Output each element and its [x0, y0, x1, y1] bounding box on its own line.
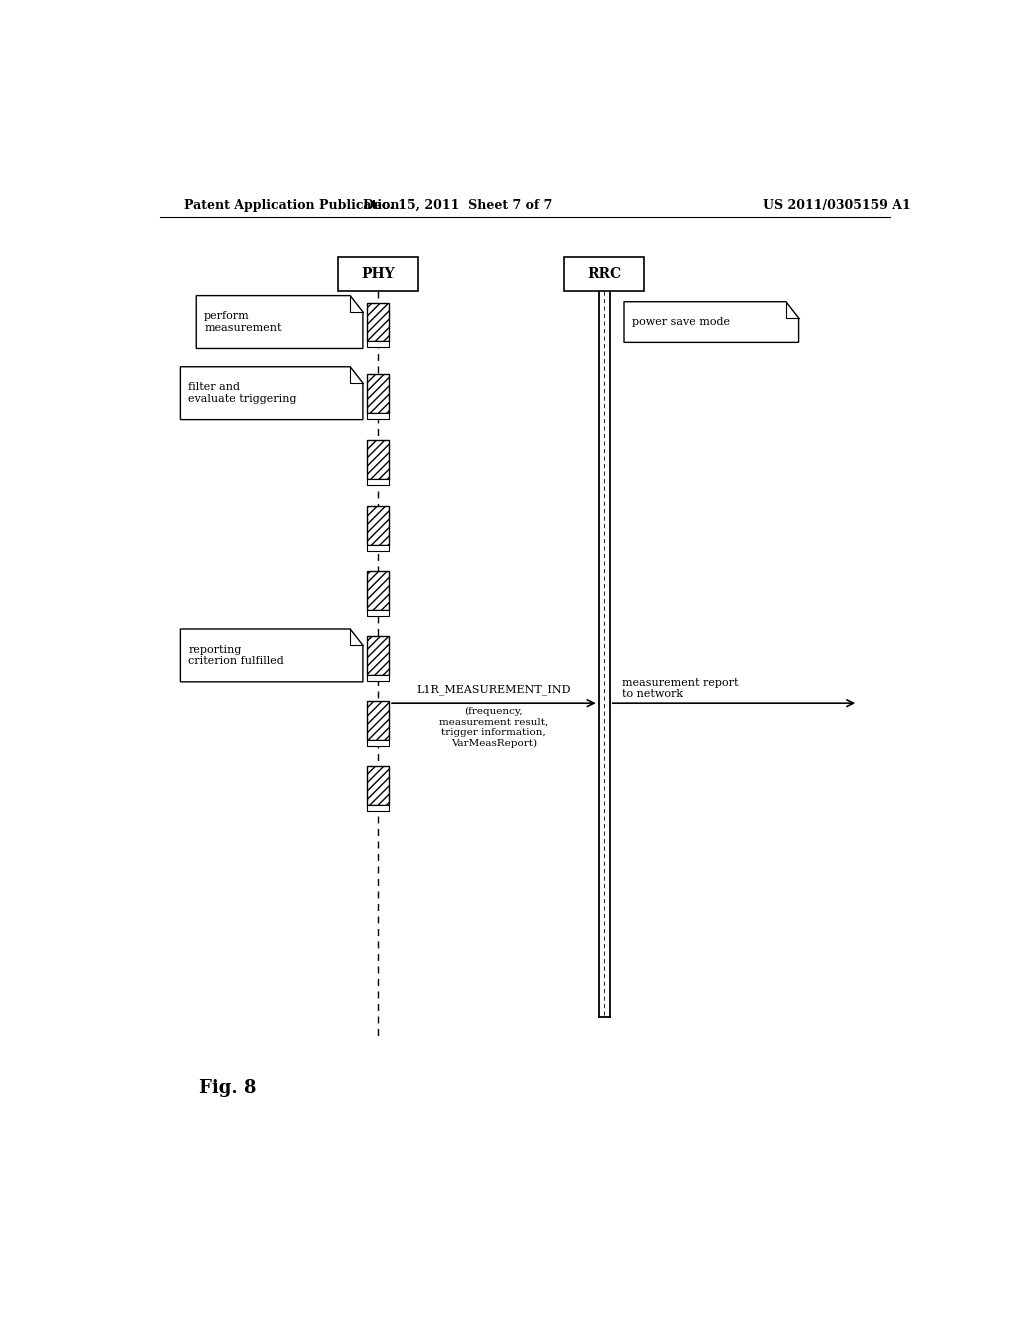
FancyBboxPatch shape: [367, 701, 389, 739]
Text: (frequency,
measurement result,
trigger information,
VarMeasReport): (frequency, measurement result, trigger …: [439, 708, 549, 747]
Text: L1R_MEASUREMENT_IND: L1R_MEASUREMENT_IND: [417, 684, 571, 696]
FancyBboxPatch shape: [367, 412, 389, 418]
Text: RRC: RRC: [587, 267, 622, 281]
Polygon shape: [624, 302, 799, 342]
FancyBboxPatch shape: [367, 342, 389, 347]
FancyBboxPatch shape: [367, 545, 389, 550]
FancyBboxPatch shape: [367, 805, 389, 810]
FancyBboxPatch shape: [367, 766, 389, 805]
FancyBboxPatch shape: [367, 636, 389, 675]
FancyBboxPatch shape: [564, 257, 644, 290]
FancyBboxPatch shape: [367, 506, 389, 545]
Text: Fig. 8: Fig. 8: [200, 1080, 257, 1097]
FancyBboxPatch shape: [367, 739, 389, 746]
Text: Patent Application Publication: Patent Application Publication: [183, 199, 399, 213]
Polygon shape: [197, 296, 362, 348]
Text: perform
measurement: perform measurement: [204, 312, 282, 333]
Text: power save mode: power save mode: [632, 317, 730, 327]
Polygon shape: [180, 630, 362, 682]
FancyBboxPatch shape: [367, 479, 389, 484]
Text: US 2011/0305159 A1: US 2011/0305159 A1: [763, 199, 910, 213]
Text: filter and
evaluate triggering: filter and evaluate triggering: [188, 383, 297, 404]
Text: Dec. 15, 2011  Sheet 7 of 7: Dec. 15, 2011 Sheet 7 of 7: [362, 199, 552, 213]
Text: reporting
criterion fulfilled: reporting criterion fulfilled: [188, 644, 284, 667]
FancyBboxPatch shape: [367, 440, 389, 479]
FancyBboxPatch shape: [367, 302, 389, 342]
FancyBboxPatch shape: [367, 675, 389, 681]
Text: measurement report
to network: measurement report to network: [622, 677, 738, 700]
FancyBboxPatch shape: [367, 610, 389, 615]
FancyBboxPatch shape: [338, 257, 418, 290]
Polygon shape: [180, 367, 362, 420]
FancyBboxPatch shape: [367, 572, 389, 610]
Text: PHY: PHY: [361, 267, 395, 281]
FancyBboxPatch shape: [367, 374, 389, 412]
